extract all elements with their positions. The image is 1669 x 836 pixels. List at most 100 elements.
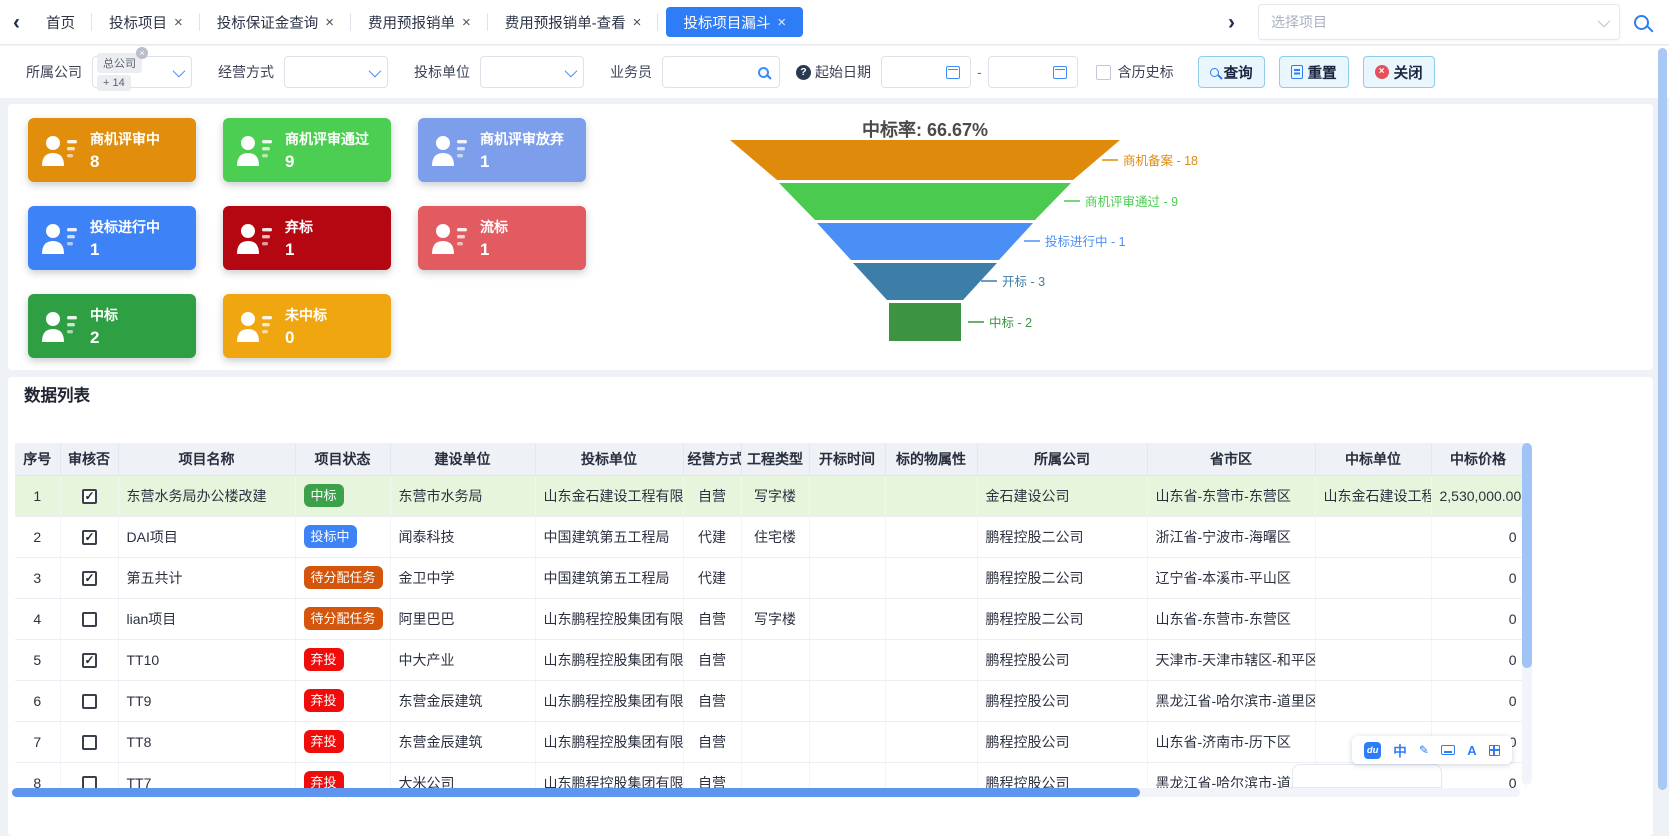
stat-card-not-won[interactable]: 未中标 0 [223,294,391,358]
keyboard-icon[interactable] [1441,745,1456,755]
row-checkbox[interactable] [81,693,97,709]
funnel-segment-4[interactable] [853,263,997,300]
chevron-right-icon[interactable]: › [1228,10,1235,34]
company-filter-label: 所属公司 [26,64,82,80]
stat-card-review-in-progress[interactable]: 商机评审中 8 [28,118,196,182]
cell-seq: 6 [15,680,61,722]
company-select[interactable]: 总公司 × + 14 [92,47,192,91]
cell-company: 鹏程控股二公司 [977,598,1148,640]
scrollbar-thumb[interactable] [1522,443,1532,668]
tab-label: 费用预报销单 [368,15,456,32]
cell-region: 天津市-天津市辖区-和平区 [1147,639,1316,681]
cell-status: 待分配任务 [295,557,391,599]
stat-card-review-abandoned[interactable]: 商机评审放弃 1 [418,118,586,182]
table-horizontal-scrollbar[interactable] [12,788,1520,797]
cell-winner: 山东金石建设工程 [1315,475,1432,517]
chinese-mode-icon[interactable]: 中 [1393,744,1407,759]
ime-candidate-panel [1292,764,1442,788]
calendar-icon [946,65,960,79]
funnel-segment-2[interactable] [779,183,1071,220]
close-button[interactable]: × 关闭 [1362,56,1435,88]
stat-card-review-passed[interactable]: 商机评审通过 9 [223,118,391,182]
cell-status: 弃投 [295,680,391,722]
tab-close-icon[interactable]: × [462,13,471,31]
column-header-seq: 序号 [15,443,61,476]
column-header-bidder: 投标单位 [535,443,684,476]
stat-card-value: 1 [90,239,100,259]
chevron-left-icon[interactable]: ‹ [13,10,20,34]
row-checkbox[interactable] [81,488,97,504]
date-filter-label: 起始日期 [815,64,871,80]
cell-region: 黑龙江省-哈尔滨市-道里区 [1147,762,1316,789]
tab-home[interactable]: 首页 [29,7,92,37]
search-icon[interactable] [1634,14,1649,30]
table-vertical-scrollbar[interactable] [1522,443,1532,785]
funnel-segment-1[interactable] [730,140,1120,180]
bid-unit-select[interactable] [480,56,584,88]
person-lines-icon [42,136,77,166]
table-header-row: 序号 审核否 项目名称 项目状态 建设单位 投标单位 经营方式 工程类型 开标时间 标的物属性 所属… [15,443,1526,476]
status-badge: 弃投 [303,771,344,789]
row-checkbox[interactable] [81,611,97,627]
tab-close-icon[interactable]: × [632,13,642,31]
table-row[interactable]: 8 TT7 弃投 大米公司 山东鹏程控股集团有限 自营 鹏程控股公司 黑龙江省-哈尔滨市-道里… [15,762,1526,789]
start-date-input[interactable] [881,56,971,88]
font-icon[interactable]: A [1467,742,1477,758]
history-checkbox[interactable] [1095,64,1111,80]
end-date-input[interactable] [987,56,1078,88]
cell-seq: 5 [15,639,61,681]
cell-mode: 自营 [683,680,742,722]
funnel-segment-5[interactable] [889,303,961,341]
tab-bid-projects[interactable]: 投标项目 × [92,7,200,37]
cell-open-time [809,680,886,722]
stat-card-value: 8 [90,151,100,171]
reset-button[interactable]: 重置 [1278,56,1349,88]
column-header-open_time: 开标时间 [809,443,886,476]
tab-close-icon[interactable]: × [325,13,335,31]
cell-subject-attr [885,516,978,558]
mode-select[interactable] [284,56,388,88]
grid-icon[interactable] [1488,744,1500,756]
tab-bar: ‹ 首页 投标项目 × 投标保证金查询 × 费用预报销单 × 费用预报销单-查看 × 投标项目漏斗… [0,0,1669,45]
pen-icon[interactable]: ✎ [1418,743,1429,757]
cell-seq: 1 [15,475,61,517]
page-scrollbar[interactable] [1658,48,1667,790]
cell-type [741,680,810,722]
stat-card-bidding-in-progress[interactable]: 投标进行中 1 [28,206,196,270]
row-checkbox[interactable] [81,570,97,586]
row-checkbox[interactable] [81,529,97,545]
cell-type [741,557,810,599]
cell-winner [1315,598,1432,640]
stat-card-bid-failed[interactable]: 流标 1 [418,206,586,270]
tab-close-icon[interactable]: × [777,13,787,31]
table-row[interactable]: 4 lian项目 待分配任务 阿里巴巴 山东鹏程控股集团有限 自营 写字楼 鹏程控股二公司 山东… [15,598,1526,640]
status-badge: 弃投 [303,730,344,753]
table-row[interactable]: 7 TT8 弃投 东营金辰建筑 山东鹏程控股集团有限 自营 鹏程控股公司 山东省-济南市-历下… [15,721,1526,763]
tab-expense-form[interactable]: 费用预报销单 × [351,7,488,37]
cell-bidder: 中国建筑第五工程局 [535,516,684,558]
project-select[interactable]: 选择项目 [1258,4,1620,40]
tab-close-icon[interactable]: × [174,13,183,31]
tag-remove-icon[interactable]: × [136,47,148,59]
row-checkbox[interactable] [81,734,97,750]
scrollbar-thumb[interactable] [12,788,1140,797]
tab-bid-bond-query[interactable]: 投标保证金查询 × [200,7,352,37]
baidu-ime-logo-icon[interactable]: du [1364,741,1382,759]
table-row[interactable]: 6 TT9 弃投 东营金辰建筑 山东鹏程控股集团有限 自营 鹏程控股公司 黑龙江省-哈尔滨市-… [15,680,1526,722]
tab-label: 投标项目 [109,15,167,32]
person-lines-icon [432,224,467,254]
tab-bid-funnel[interactable]: 投标项目漏斗 × [666,7,804,37]
query-button[interactable]: 查询 [1197,56,1265,88]
row-checkbox[interactable] [81,652,97,668]
salesman-input[interactable] [662,56,780,88]
help-icon[interactable]: ? [796,64,811,80]
funnel-segment-3[interactable] [817,223,1033,260]
stat-card-won[interactable]: 中标 2 [28,294,196,358]
stat-card-bid-discarded[interactable]: 弃标 1 [223,206,391,270]
tab-expense-form-view[interactable]: 费用预报销单-查看 × [488,7,659,37]
calendar-icon [1052,65,1067,79]
